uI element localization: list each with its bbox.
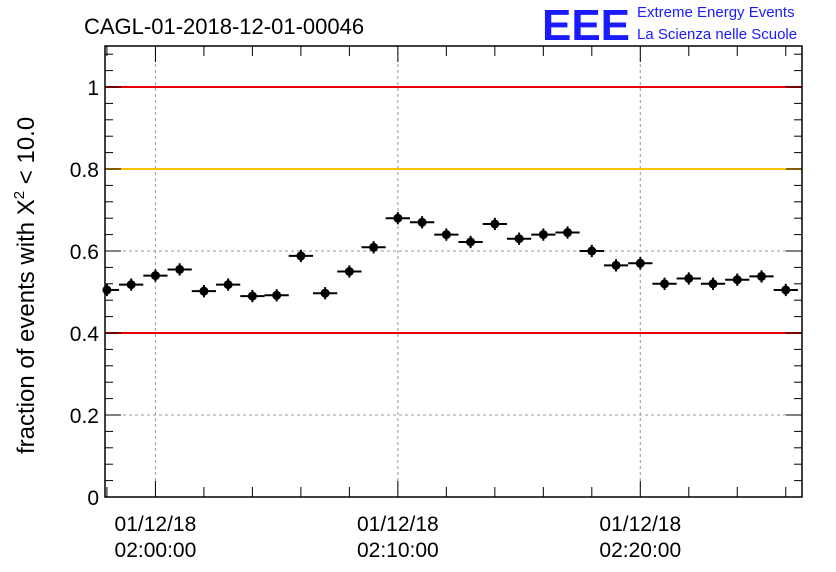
data-point xyxy=(191,285,217,298)
plot-frame xyxy=(104,45,803,498)
eee-logo: EEE Extreme Energy Events La Scienza nel… xyxy=(542,1,797,50)
data-point xyxy=(482,217,507,231)
data-point xyxy=(143,269,168,282)
y-tick-label: 1 xyxy=(87,77,99,100)
data-marker xyxy=(611,260,621,270)
x-axis-ticks: 01/12/18 02:00:00 01/12/18 02:10:00 01/12/18… xyxy=(106,46,787,562)
x-tick-label-time: 02:10:00 xyxy=(357,539,439,562)
reference-lines xyxy=(105,86,802,334)
data-point xyxy=(288,249,314,263)
x-tick-label-date: 01/12/18 xyxy=(599,513,681,536)
data-point xyxy=(603,259,629,272)
data-marker xyxy=(441,230,451,240)
data-marker xyxy=(490,219,500,229)
data-marker xyxy=(199,286,209,296)
data-marker xyxy=(563,228,573,238)
grid xyxy=(105,46,802,497)
y-axis-ticks: 0 0.2 0.4 0.6 0.8 1 xyxy=(70,53,802,510)
data-marker xyxy=(660,279,670,289)
data-point xyxy=(652,277,677,290)
data-marker xyxy=(781,285,791,295)
y-tick-label: 0 xyxy=(87,487,99,510)
data-point xyxy=(579,244,604,258)
y-tick-label: 0.2 xyxy=(70,405,99,428)
data-point xyxy=(264,289,289,302)
x-tick-label-time: 02:00:00 xyxy=(115,539,197,562)
plot-border xyxy=(104,45,803,498)
data-point xyxy=(119,278,144,291)
data-marker xyxy=(684,273,694,283)
data-marker xyxy=(393,213,403,223)
data-point xyxy=(313,287,338,300)
data-point xyxy=(628,257,653,270)
data-point xyxy=(167,263,192,276)
data-point xyxy=(409,216,435,229)
data-point xyxy=(773,283,798,297)
y-axis-label-suffix: < 10.0 xyxy=(13,117,40,191)
data-point xyxy=(216,278,241,291)
data-point xyxy=(458,235,483,249)
y-axis-label-chi: X xyxy=(13,199,40,215)
logo-line-2: La Scienza nelle Scuole xyxy=(637,26,797,43)
chart-title: CAGL-01-2018-12-01-00046 xyxy=(84,14,364,39)
data-marker xyxy=(708,279,718,289)
data-point xyxy=(700,277,726,290)
data-point xyxy=(361,241,386,254)
y-tick-label: 0.6 xyxy=(70,241,99,264)
data-marker xyxy=(369,242,379,252)
data-marker xyxy=(247,291,257,301)
data-point xyxy=(725,273,750,286)
x-tick-label-date: 01/12/18 xyxy=(115,513,197,536)
data-point xyxy=(385,212,410,225)
data-point xyxy=(337,265,362,278)
y-axis-label-superscript: 2 xyxy=(11,191,28,199)
data-marker xyxy=(757,271,767,281)
data-point xyxy=(531,228,556,241)
data-marker xyxy=(126,280,136,290)
data-marker xyxy=(635,258,645,268)
data-point xyxy=(555,226,580,239)
data-point xyxy=(676,272,701,285)
data-marker xyxy=(732,275,742,285)
logo-line-1: Extreme Energy Events xyxy=(637,4,795,21)
data-marker xyxy=(272,290,282,300)
y-tick-label: 0.8 xyxy=(70,159,99,182)
data-point xyxy=(434,228,459,241)
y-axis-label: fraction of events with X2 < 10.0 xyxy=(11,117,40,454)
y-tick-label: 0.4 xyxy=(70,323,100,346)
data-marker xyxy=(150,271,160,281)
x-tick-label-time: 02:20:00 xyxy=(599,539,681,562)
y-axis-label-prefix: fraction of events with xyxy=(13,215,40,454)
data-marker xyxy=(538,230,548,240)
data-marker xyxy=(466,237,476,247)
data-marker xyxy=(344,267,354,276)
data-point xyxy=(749,270,774,283)
data-marker xyxy=(417,217,427,227)
data-point xyxy=(506,232,532,245)
data-points xyxy=(102,212,798,303)
data-marker xyxy=(514,234,524,244)
data-marker xyxy=(102,285,112,295)
logo-mark: EEE xyxy=(542,1,630,50)
x-tick-label-date: 01/12/18 xyxy=(357,513,439,536)
data-marker xyxy=(320,288,330,298)
data-marker xyxy=(175,264,185,274)
data-marker xyxy=(223,280,233,290)
data-point xyxy=(240,289,265,303)
data-marker xyxy=(296,251,306,261)
data-marker xyxy=(587,246,597,256)
